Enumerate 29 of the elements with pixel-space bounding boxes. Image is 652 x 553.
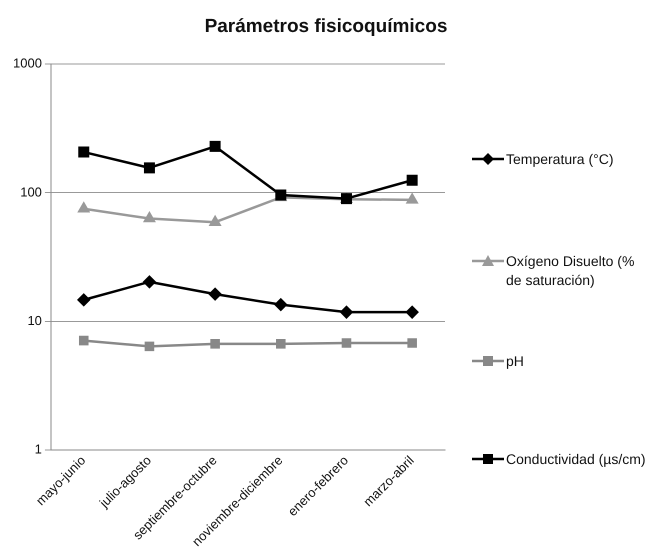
legend-label: Oxígeno Disuelto (% de saturación): [506, 252, 636, 290]
legend-label: Conductividad (µs/cm): [506, 450, 647, 469]
legend-label: Temperatura (°C): [506, 150, 615, 169]
point: [406, 306, 418, 318]
chart-title: Parámetros fisicoquímicos: [204, 16, 448, 38]
point: [276, 339, 286, 349]
point: [78, 336, 89, 346]
point: [78, 294, 90, 306]
point: [144, 162, 155, 174]
point: [340, 306, 353, 318]
y-tick-label: 1000: [13, 56, 42, 71]
point: [143, 276, 156, 288]
point: [406, 194, 418, 204]
point: [210, 140, 221, 152]
point: [407, 338, 417, 348]
point: [210, 339, 220, 349]
point: [144, 212, 156, 222]
point: [144, 342, 154, 352]
point: [210, 216, 221, 226]
y-tick-label: 1: [34, 442, 42, 457]
y-tick-label: 10: [27, 313, 42, 328]
y-tick-label: 100: [20, 184, 42, 200]
point: [78, 146, 90, 158]
point: [342, 338, 352, 348]
point: [274, 298, 288, 311]
legend-label: pH: [506, 352, 525, 371]
point: [208, 288, 222, 300]
point: [406, 174, 418, 186]
point: [78, 202, 90, 213]
